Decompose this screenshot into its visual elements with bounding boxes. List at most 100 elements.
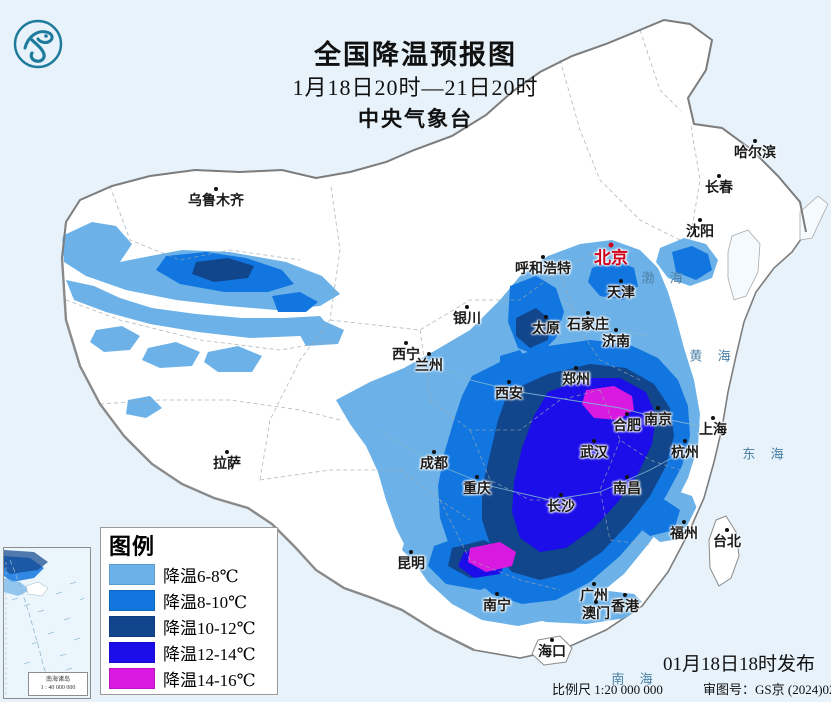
city-label-32: 海口 [538,645,566,660]
city-marker-dot [592,439,596,443]
city-label-3: 沈阳 [686,225,714,240]
city-marker-dot [683,439,687,443]
city-label-25: 昆明 [397,557,425,572]
legend-title: 图例 [109,534,156,559]
city-marker-dot [409,550,413,554]
city-label-13: 郑州 [562,373,590,388]
city-label-18: 武汉 [580,446,608,461]
city-label-0: 乌鲁木齐 [188,194,244,209]
city-label-11: 西宁 [392,348,420,363]
city-marker-dot [656,406,660,410]
sea-label-2: 东 海 [742,446,790,462]
legend-item: 降温10-12℃ [109,613,269,639]
approval-number: 审图号：GS京 (2024)0236号 [703,682,831,697]
city-marker-dot [623,593,627,597]
city-marker-dot [711,416,715,420]
city-label-29: 广州 [580,589,608,604]
city-label-16: 南京 [644,413,672,428]
southwest-border [60,257,475,652]
sea-label-1: 黄 海 [689,348,737,364]
legend-swatch [109,589,155,611]
city-label-1: 哈尔滨 [734,146,776,161]
taiwan-island [708,515,740,587]
legend-swatch [109,641,155,663]
city-label-2: 长春 [705,181,733,196]
legend-swatch [109,667,155,689]
city-label-9: 石家庄 [567,318,609,333]
city-marker-dot [541,255,545,259]
japan-sliver [799,195,829,241]
city-label-6: 天津 [607,286,635,301]
city-marker-dot [465,305,469,309]
city-marker-dot [717,174,721,178]
legend-item: 降温14-16℃ [109,665,269,691]
city-marker-dot [574,366,578,370]
city-label-5: 北京 [594,248,628,268]
city-marker-dot [698,218,702,222]
legend-box: 图例 降温6-8℃ 降温8-10℃ 降温10-12℃ 降温12-14℃ 降温14-16℃ [100,527,278,695]
cma-logo-svg [13,19,63,69]
city-marker-dot [507,380,511,384]
korea-peninsula [727,229,761,301]
city-label-22: 重庆 [463,482,491,497]
city-marker-dot [753,139,757,143]
legend-item: 降温6-8℃ [109,561,269,587]
band-14-16 [468,386,634,572]
legend-swatch [109,563,155,585]
inset-name: 南海诸岛 [45,677,70,683]
city-marker-dot [625,412,629,416]
inset-scale-value: 1 : 40 000 000 [40,685,76,691]
city-label-15: 合肥 [613,419,641,434]
inset-scale-box: 南海诸岛 1 : 40 000 000 [28,672,88,696]
city-marker-dot [614,328,618,332]
city-marker-dot [608,242,614,248]
city-label-24: 长沙 [547,500,575,515]
city-marker-dot [550,638,554,642]
legend-label: 降温10-12℃ [163,618,256,638]
city-label-26: 福州 [670,527,698,542]
legend-label: 降温8-10℃ [163,592,248,612]
city-label-27: 台北 [713,535,741,550]
city-label-28: 南宁 [483,599,511,614]
city-marker-dot [725,528,729,532]
cma-dragon-logo [12,18,64,70]
city-label-4: 呼和浩特 [515,262,571,277]
south-china-sea-inset: 南海诸岛 1 : 40 000 000 [3,547,91,699]
city-marker-dot [592,582,596,586]
hainan-island [531,635,573,666]
city-marker-dot [682,520,686,524]
city-label-30: 澳门 [582,607,610,622]
city-label-17: 上海 [699,423,727,438]
city-marker-dot [432,450,436,454]
rivers [379,299,701,501]
city-marker-dot [404,341,408,345]
legend-item: 降温12-14℃ [109,639,269,665]
city-marker-dot [594,600,598,604]
sea-label-0: 渤 海 [641,270,689,286]
city-label-7: 银川 [453,312,481,327]
city-marker-dot [225,450,229,454]
legend-label: 降温6-8℃ [163,566,239,586]
city-marker-dot [586,311,590,315]
city-label-12: 兰州 [415,359,443,374]
city-marker-dot [475,475,479,479]
city-label-14: 西安 [495,387,523,402]
legend-swatch [109,615,155,637]
cooling-bands [60,222,718,626]
city-marker-dot [625,475,629,479]
city-label-31: 香港 [611,600,639,615]
map-scale: 比例尺 1:20 000 000 [552,682,663,697]
city-marker-dot [495,592,499,596]
legend-label: 降温14-16℃ [163,670,256,690]
issue-time: 01月18日18时发布 [663,654,816,675]
city-label-20: 拉萨 [213,457,241,472]
city-label-19: 杭州 [671,446,699,461]
city-marker-dot [559,493,563,497]
national-border [61,18,807,259]
city-label-21: 成都 [420,457,448,472]
province-boundaries [65,29,701,591]
city-label-8: 太原 [532,322,560,337]
legend-item: 降温8-10℃ [109,587,269,613]
